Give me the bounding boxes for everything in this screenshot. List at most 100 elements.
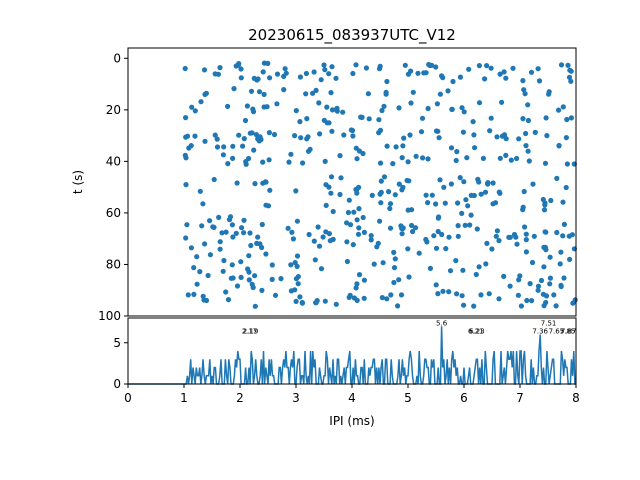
raster-point	[488, 115, 494, 121]
raster-point	[510, 65, 516, 71]
raster-point	[553, 303, 559, 309]
raster-point	[538, 277, 545, 284]
raster-point	[211, 176, 217, 183]
raster-point	[247, 230, 253, 236]
raster-point	[377, 218, 383, 224]
raster-point	[310, 90, 316, 96]
raster-point	[243, 161, 249, 167]
raster-point	[327, 238, 333, 244]
raster-point	[263, 179, 269, 185]
raster-point	[259, 287, 265, 293]
raster-point	[455, 223, 461, 229]
raster-point	[271, 131, 278, 138]
raster-point	[548, 197, 554, 204]
raster-point	[441, 184, 447, 190]
raster-point	[437, 177, 443, 183]
raster-point	[256, 89, 263, 95]
raster-point	[326, 71, 332, 77]
raster-point	[404, 177, 410, 184]
raster-point	[439, 231, 445, 238]
raster-point	[326, 120, 332, 126]
raster-point	[535, 66, 541, 72]
raster-point	[300, 160, 306, 166]
raster-point	[313, 87, 319, 93]
raster-point	[269, 276, 275, 282]
raster-point	[405, 159, 411, 165]
raster-point	[328, 190, 334, 196]
raster-point	[242, 117, 249, 124]
raster-point	[391, 279, 397, 286]
peak-label: 7.87	[561, 328, 577, 336]
raster-point	[234, 180, 240, 186]
raster-point	[418, 129, 425, 135]
raster-point	[400, 143, 406, 149]
raster-point	[529, 259, 536, 266]
raster-point	[415, 70, 421, 76]
raster-point	[260, 159, 266, 165]
raster-point	[433, 64, 439, 70]
raster-point	[212, 132, 218, 138]
raster-y-tick-label: 100	[98, 309, 121, 323]
raster-point	[542, 160, 549, 166]
histogram-x-tick-label: 2	[236, 391, 244, 405]
raster-point	[461, 302, 467, 308]
raster-point	[413, 153, 419, 159]
raster-point	[568, 115, 575, 121]
histogram-x-tick-label: 0	[124, 391, 132, 405]
raster-point	[266, 157, 272, 163]
raster-point	[354, 190, 360, 196]
raster-point	[238, 66, 244, 72]
raster-point	[289, 229, 295, 235]
raster-point	[191, 291, 197, 297]
histogram-y-tick-label: 5	[113, 336, 121, 350]
raster-point	[460, 267, 466, 273]
raster-point	[419, 115, 426, 121]
raster-point	[238, 274, 244, 280]
raster-point	[356, 272, 363, 278]
peak-label: 2.17	[242, 328, 258, 336]
raster-point	[386, 189, 392, 195]
raster-point	[420, 155, 426, 161]
raster-point	[435, 215, 441, 221]
raster-point	[221, 144, 227, 150]
raster-point	[348, 127, 354, 133]
raster-y-tick-label: 20	[106, 103, 121, 117]
raster-point	[474, 226, 480, 232]
raster-point	[561, 221, 568, 227]
raster-point	[229, 262, 235, 268]
raster-point	[257, 241, 263, 247]
histogram-y-tick-label: 0	[113, 377, 121, 391]
raster-point	[501, 69, 507, 75]
histogram-x-tick-label: 5	[404, 391, 412, 405]
raster-point	[184, 133, 191, 139]
raster-point	[347, 222, 354, 228]
raster-point	[486, 291, 492, 297]
raster-point	[434, 101, 440, 107]
raster-point	[294, 218, 300, 224]
raster-point	[542, 229, 548, 235]
raster-point	[431, 233, 437, 239]
histogram-x-tick-label: 8	[572, 391, 580, 405]
raster-point	[251, 147, 257, 153]
raster-point	[409, 222, 415, 229]
raster-point	[315, 224, 321, 230]
raster-point	[274, 71, 281, 77]
raster-point	[514, 155, 520, 162]
raster-point	[341, 132, 347, 138]
raster-point	[261, 104, 267, 110]
raster-point	[473, 271, 479, 278]
raster-point	[567, 256, 573, 262]
raster-panel: 20230615_083937UTC_V12 0 20 40 60 80 100 t (s…	[71, 26, 578, 323]
histogram-x-tick-label: 1	[180, 391, 188, 405]
raster-point	[433, 282, 439, 288]
raster-point	[459, 210, 465, 216]
raster-point	[453, 258, 459, 264]
raster-point	[423, 236, 429, 243]
peak-label: 7.65	[549, 328, 565, 336]
raster-point	[429, 62, 435, 68]
raster-point	[361, 277, 367, 283]
raster-point	[328, 174, 335, 180]
raster-point	[524, 297, 530, 304]
raster-point	[248, 88, 255, 94]
